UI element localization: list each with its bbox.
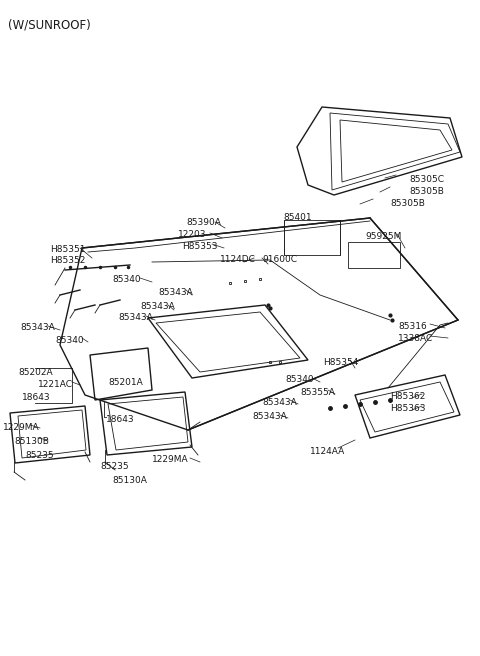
Text: 85343A: 85343A (140, 302, 175, 311)
Text: 85235: 85235 (100, 462, 129, 471)
Text: H85353: H85353 (182, 242, 217, 251)
Text: 1124AA: 1124AA (310, 447, 345, 456)
Text: 85343A: 85343A (118, 313, 153, 322)
Text: 85316: 85316 (398, 322, 427, 331)
Text: H85352: H85352 (50, 256, 85, 265)
Text: 1229MA: 1229MA (152, 455, 189, 464)
Text: H85363: H85363 (390, 404, 425, 413)
Text: 91600C: 91600C (262, 255, 297, 264)
Text: 95925M: 95925M (365, 232, 401, 241)
Text: 85340: 85340 (112, 275, 141, 284)
Text: 1124DC: 1124DC (220, 255, 256, 264)
Text: 85343A: 85343A (252, 412, 287, 421)
Text: 12203: 12203 (178, 230, 206, 239)
Text: 85343A: 85343A (262, 398, 297, 407)
Text: 85201A: 85201A (108, 378, 143, 387)
Text: 85202A: 85202A (18, 368, 53, 377)
Text: 18643: 18643 (106, 415, 134, 424)
Text: 85340: 85340 (55, 336, 84, 345)
Text: 85401: 85401 (283, 213, 312, 222)
Text: 85305C: 85305C (409, 175, 444, 184)
Text: 85235: 85235 (25, 451, 54, 460)
Text: 85305B: 85305B (390, 199, 425, 208)
Text: 1338AC: 1338AC (398, 334, 433, 343)
Text: 85305B: 85305B (409, 187, 444, 196)
Text: 1221AC: 1221AC (38, 380, 73, 389)
Text: (W/SUNROOF): (W/SUNROOF) (8, 18, 91, 31)
Text: 85130A: 85130A (112, 476, 147, 485)
Text: 85355A: 85355A (300, 388, 335, 397)
Text: 18643: 18643 (22, 393, 50, 402)
Text: 85343A: 85343A (158, 288, 193, 297)
Text: 85340: 85340 (285, 375, 313, 384)
Text: H85351: H85351 (50, 245, 85, 254)
Text: 85130B: 85130B (14, 437, 49, 446)
Text: 1229MA: 1229MA (3, 423, 40, 432)
Text: 85390A: 85390A (186, 218, 221, 227)
Text: 85343A: 85343A (20, 323, 55, 332)
Text: H85362: H85362 (390, 392, 425, 401)
Text: H85354: H85354 (323, 358, 359, 367)
